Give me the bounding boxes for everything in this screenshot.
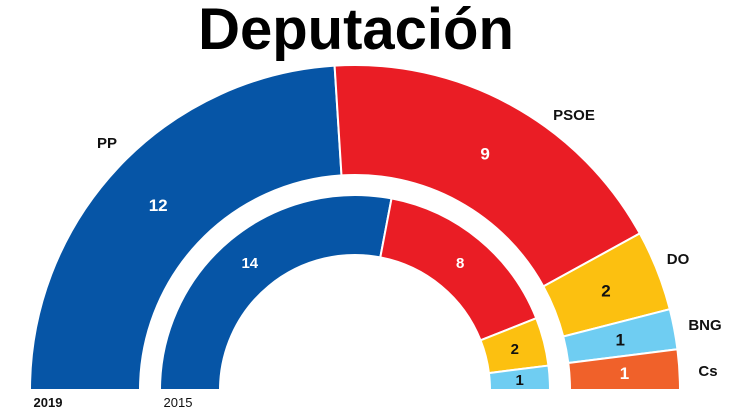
- seat-count-2019-cs: 1: [620, 364, 629, 383]
- seat-count-2019-psoe: 9: [480, 144, 489, 163]
- party-label-do: DO: [667, 251, 690, 268]
- segment-2019-psoe: [333, 64, 642, 288]
- seat-count-2015-bng: 1: [516, 372, 524, 389]
- segment-2019-pp: [28, 64, 343, 391]
- year-label-2019: 2019: [34, 395, 63, 410]
- party-label-psoe: PSOE: [553, 107, 595, 124]
- segment-2015-bng: [487, 364, 552, 391]
- party-label-bng: BNG: [688, 317, 721, 334]
- year-label-2015: 2015: [164, 395, 193, 410]
- seat-count-2019-do: 2: [601, 282, 610, 301]
- party-label-cs: Cs: [698, 363, 717, 380]
- party-label-pp: PP: [97, 135, 117, 152]
- seat-count-2015-psoe: 8: [456, 255, 464, 272]
- seat-count-2019-bng: 1: [615, 330, 624, 349]
- segment-2019-cs: [567, 348, 682, 391]
- chart-title: Deputación: [198, 0, 514, 62]
- seat-count-2015-pp: 14: [241, 255, 258, 272]
- seat-count-2019-pp: 12: [149, 196, 168, 215]
- seat-count-2015-do: 2: [511, 341, 519, 358]
- segment-2015-pp: [158, 194, 393, 391]
